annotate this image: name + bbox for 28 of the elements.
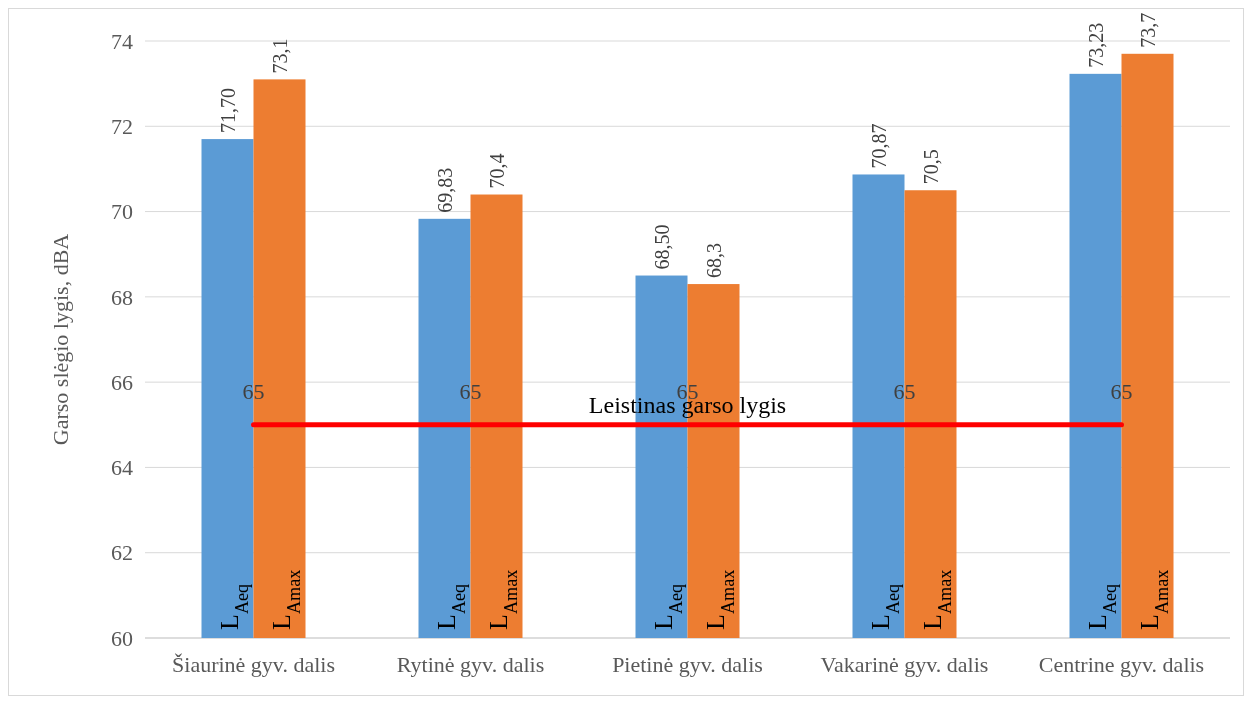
- data-label: 68,50: [650, 224, 673, 270]
- y-tick-label: 74: [111, 28, 133, 54]
- x-tick-label: Rytinė gyv. dalis: [396, 652, 545, 677]
- y-tick-label: 68: [111, 284, 133, 310]
- data-label: 65: [242, 378, 265, 404]
- data-label: 73,1: [268, 38, 291, 74]
- x-tick-label: Vakarinė gyv. dalis: [820, 652, 989, 677]
- data-label: 70,5: [919, 149, 942, 185]
- data-label: 73,23: [1084, 22, 1107, 68]
- x-tick-label: Centrine gyv. dalis: [1038, 652, 1205, 677]
- data-label: 65: [893, 378, 916, 404]
- data-label: 68,3: [702, 243, 725, 279]
- y-tick-label: 66: [111, 369, 133, 395]
- data-label: 71,70: [216, 88, 239, 134]
- x-tick-label: Pietinė gyv. dalis: [612, 652, 763, 677]
- y-tick-label: 62: [111, 540, 133, 566]
- y-tick-label: 70: [111, 199, 133, 225]
- y-tick-label: 64: [111, 455, 133, 481]
- y-tick-label: 72: [111, 113, 133, 139]
- data-label: 70,87: [867, 123, 890, 169]
- data-label: 69,83: [433, 167, 456, 213]
- data-label: 65: [459, 378, 482, 404]
- y-tick-label: 60: [111, 625, 133, 651]
- x-tick-label: Šiaurinė gyv. dalis: [172, 652, 335, 677]
- y-axis-title: Garso slėgio lygis, dBA: [48, 233, 73, 446]
- data-label: 65: [1110, 378, 1133, 404]
- data-label: 73,7: [1136, 12, 1159, 48]
- data-label: 70,4: [485, 153, 508, 189]
